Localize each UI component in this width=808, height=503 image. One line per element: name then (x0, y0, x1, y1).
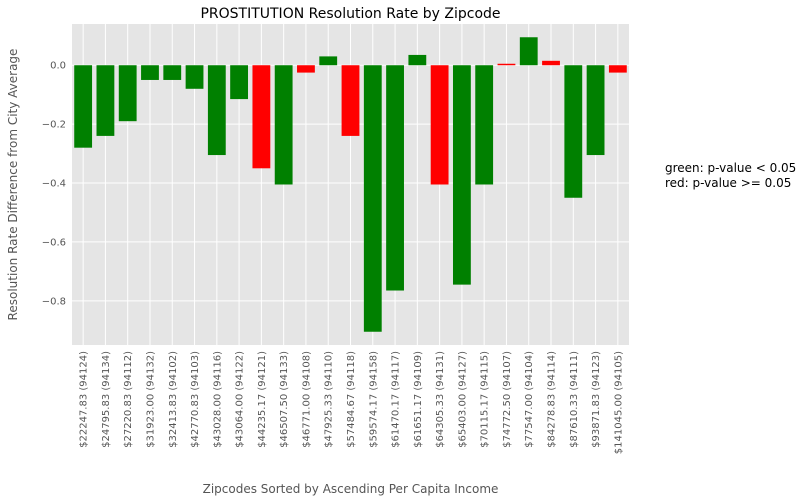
x-tick-label: $46507.50 (94133) (279, 351, 290, 448)
bar (274, 65, 293, 185)
x-tick-label: $93871.83 (94123) (591, 351, 602, 448)
bar (341, 65, 360, 136)
x-tick-label: $141045.00 (94105) (613, 351, 624, 454)
bar (386, 65, 404, 291)
x-tick-label: $46771.00 (94108) (301, 351, 312, 448)
x-tick-label: $77547.00 (94104) (524, 351, 535, 448)
bar (586, 65, 605, 156)
x-tick-label: $64305.33 (94131) (435, 351, 446, 448)
bar (519, 37, 538, 66)
bar (564, 65, 583, 198)
y-tick-label: −0.4 (42, 179, 66, 190)
bar (74, 65, 93, 148)
x-tick-label: $74772.50 (94107) (502, 351, 513, 448)
bar (608, 65, 627, 73)
bar (542, 60, 560, 66)
significance-legend: green: p-value < 0.05 red: p-value >= 0.… (665, 161, 796, 191)
x-tick-label: $22247.83 (94124) (79, 351, 90, 448)
x-tick-label: $87610.33 (94111) (569, 351, 580, 448)
bar (319, 56, 338, 66)
x-tick-label: $42770.83 (94103) (190, 351, 201, 448)
y-axis-label: Resolution Rate Difference from City Ave… (6, 49, 20, 321)
bar (497, 63, 516, 66)
bar (297, 65, 315, 73)
bars (74, 37, 627, 332)
x-tick-label: $61651.17 (94109) (413, 351, 424, 448)
x-axis-label: Zipcodes Sorted by Ascending Per Capita … (203, 482, 499, 496)
bar (185, 65, 204, 89)
y-axis-ticks: 0.0 −0.2 −0.4 −0.6 −0.8 (42, 61, 66, 308)
x-tick-label: $65403.00 (94127) (457, 351, 468, 448)
x-tick-label: $59574.17 (94158) (368, 351, 379, 448)
x-tick-label: $27220.83 (94112) (123, 351, 134, 448)
x-tick-label: $24795.83 (94134) (101, 351, 112, 448)
y-tick-label: 0.0 (50, 61, 66, 72)
chart-title: PROSTITUTION Resolution Rate by Zipcode (200, 6, 500, 22)
legend-green-note: green: p-value < 0.05 (665, 161, 797, 175)
x-tick-label: $70115.17 (94115) (480, 351, 491, 448)
bar (207, 65, 226, 156)
bar (230, 65, 249, 100)
y-tick-label: −0.8 (42, 296, 66, 307)
x-tick-label: $47925.33 (94110) (324, 351, 335, 448)
bar (141, 65, 159, 80)
bar (118, 65, 137, 122)
bar (96, 65, 115, 136)
bar (252, 65, 271, 169)
x-tick-label: $43028.00 (94116) (212, 351, 223, 448)
x-tick-label: $44235.17 (94121) (257, 351, 268, 448)
bar (452, 65, 471, 285)
x-tick-label: $57484.67 (94118) (346, 351, 357, 448)
bar (475, 65, 494, 185)
bar (363, 65, 382, 332)
bar (408, 54, 427, 66)
x-tick-label: $43064.00 (94122) (235, 351, 246, 448)
x-tick-label: $32413.83 (94102) (168, 351, 179, 448)
y-tick-label: −0.6 (42, 237, 66, 248)
legend-red-note: red: p-value >= 0.05 (665, 176, 792, 190)
y-tick-label: −0.2 (42, 120, 66, 131)
x-axis-ticks: $22247.83 (94124) $24795.83 (94134) $27220… (79, 351, 625, 454)
bar (430, 65, 449, 185)
x-tick-label: $31923.00 (94132) (145, 351, 156, 448)
x-tick-label: $61470.17 (94117) (391, 351, 402, 448)
x-tick-label: $84278.83 (94114) (547, 351, 558, 448)
bar (163, 65, 182, 80)
